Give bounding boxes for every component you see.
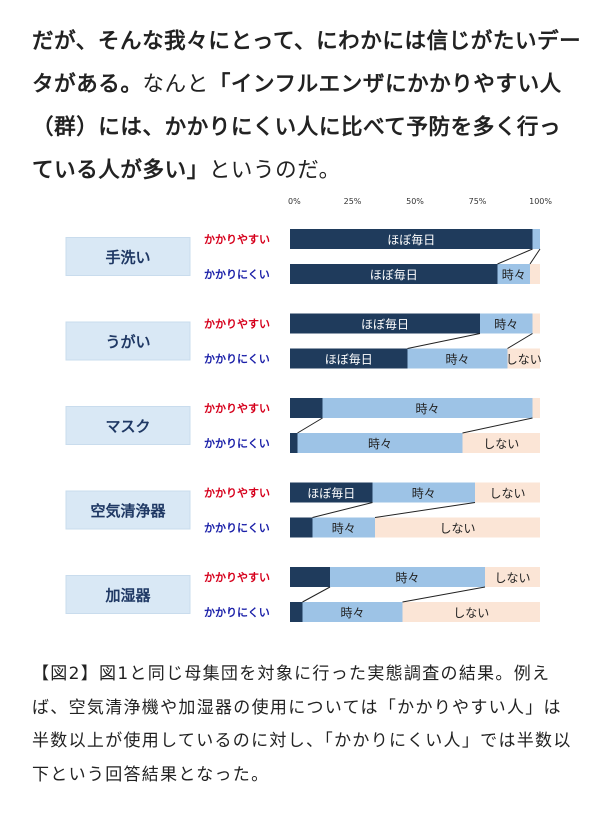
category-label: 加湿器 [104,587,151,605]
intro-part-1: だが、そんな我々にとって、 [32,29,317,54]
bar-segment [462,433,540,453]
segment-label: しない [489,487,525,501]
bar-segment [375,517,540,538]
intro-part-3: なんと [142,72,209,97]
x-tick-label: 75% [469,197,487,206]
row-label: かかりやすい [204,233,270,246]
row-label: かかりやすい [204,402,270,415]
segment-label: 時々 [415,402,439,416]
segment-label: ほぼ毎日 [370,267,418,282]
segment-label: 時々 [494,318,518,332]
intro-part-5: というのだ。 [208,158,341,183]
bar-segment [532,229,540,249]
segment-label: 時々 [412,487,436,501]
segment-label: ほぼ毎日 [361,317,409,332]
segment-label: しない [483,437,519,451]
category-label: 手洗い [105,249,150,267]
bar-segment [290,567,330,587]
row-label: かかりにくい [204,353,270,366]
category-box [65,490,191,530]
bar-segment [532,398,540,418]
connector-line [402,586,486,603]
row-label: かかりにくい [204,522,270,535]
bar-segment [290,517,313,538]
bar-segment [290,229,533,249]
row-label: かかりにくい [204,437,270,450]
segment-label: 時々 [340,606,364,620]
bar-segment [475,482,540,503]
row-label: かかりやすい [204,318,270,331]
segment-label: しない [453,606,489,620]
segment-label: ほぼ毎日 [387,232,435,247]
segment-label: 時々 [332,522,356,536]
intro-part-4: 「インフルエンザにかかりやすい人（群）には、かかりにくい人に比べて予防を多く行っ… [32,72,562,183]
bar-segment [290,398,323,418]
connector-line [297,417,323,434]
bar-segment [322,398,533,418]
intro-part-2: にわかには信じがたいデータがある。 [32,29,582,97]
bar-segment [507,348,540,369]
segment-label: ほぼ毎日 [307,486,355,501]
bar-segment [290,264,498,284]
segment-label: 時々 [502,268,526,282]
category-label: うがい [105,333,150,351]
bar-segment [290,313,480,334]
segment-label: ほぼ毎日 [325,352,373,367]
figure-caption: 【図2】図1と同じ母集団を対象に行った実態調査の結果。例えば、空気清浄機や加湿器… [32,664,572,785]
segment-label: 時々 [395,571,419,585]
bar-segment [312,517,375,538]
category-box [65,321,191,361]
row-label: かかりにくい [204,268,270,281]
connector-line [462,417,533,434]
x-tick-label: 25% [344,197,362,206]
bar-segment [297,433,463,453]
intro-paragraph: だが、そんな我々にとって、にわかには信じがたいデータがある。なんと「インフルエン… [32,20,582,192]
bar-segment [290,482,373,503]
bar-segment [407,348,508,369]
x-tick-label: 50% [406,197,424,206]
bar-segment [402,602,540,622]
category-label: 空気清浄器 [90,502,166,520]
bar-segment [480,313,533,334]
bar-segment [530,264,540,284]
connector-line [312,502,373,518]
x-tick-label: 0% [288,197,301,206]
connector-line [507,333,533,349]
bar-segment [330,567,485,587]
row-label: かかりやすい [204,487,270,500]
row-label: かかりにくい [204,606,270,619]
bar-segment [485,567,540,587]
segment-label: 時々 [445,353,469,367]
bar-segment [302,602,403,622]
bar-segment [290,433,298,453]
bar-segment [372,482,475,503]
connector-line [497,248,533,265]
connector-line [407,333,481,349]
segment-label: しない [439,522,475,536]
segment-label: しない [494,571,530,585]
category-label: マスク [105,418,150,436]
category-box [65,406,191,445]
bar-segment [290,348,408,369]
row-label: かかりやすい [204,571,270,584]
segment-label: しない [506,353,542,367]
bar-segment [290,602,303,622]
category-box [65,237,191,276]
x-tick-label: 100% [529,197,552,206]
connector-line [374,502,476,518]
connector-line [302,586,331,603]
bar-segment [497,264,530,284]
category-box [65,575,191,614]
segment-label: 時々 [368,437,392,451]
bar-segment [532,313,540,334]
connector-line [529,248,541,265]
